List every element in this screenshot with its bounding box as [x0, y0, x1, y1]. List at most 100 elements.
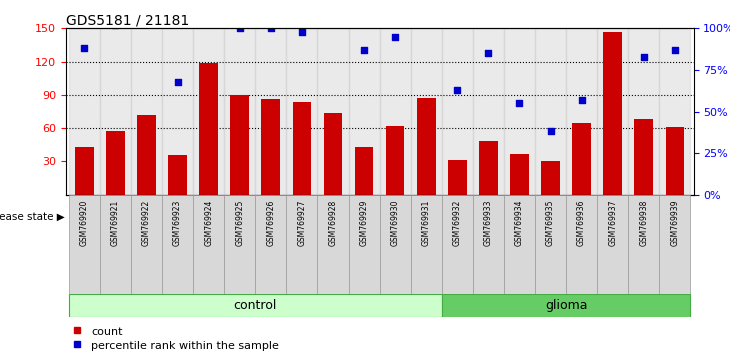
Bar [69, 28, 100, 195]
Bar [629, 28, 659, 195]
Bar [597, 195, 629, 294]
Bar [541, 161, 560, 195]
Bar [417, 98, 436, 195]
Text: GDS5181 / 21181: GDS5181 / 21181 [66, 13, 189, 27]
Bar [634, 119, 653, 195]
Point [514, 101, 526, 106]
Text: GSM769933: GSM769933 [484, 200, 493, 246]
Bar [137, 115, 155, 195]
Bar [69, 195, 100, 294]
Text: GSM769935: GSM769935 [546, 200, 555, 246]
Text: GSM769926: GSM769926 [266, 200, 275, 246]
Point [669, 47, 680, 53]
Point [389, 34, 401, 40]
Legend: count, percentile rank within the sample: count, percentile rank within the sample [72, 326, 279, 351]
Bar [504, 28, 535, 195]
Text: GSM769929: GSM769929 [360, 200, 369, 246]
Bar [572, 122, 591, 195]
Point [638, 54, 650, 59]
Point [545, 129, 556, 134]
Bar [75, 147, 93, 195]
Bar [348, 195, 380, 294]
Bar [566, 28, 597, 195]
Bar [411, 28, 442, 195]
Bar [566, 195, 597, 294]
Point [79, 45, 91, 51]
Text: GSM769924: GSM769924 [204, 200, 213, 246]
Text: GSM769937: GSM769937 [608, 200, 617, 246]
Point [296, 29, 308, 34]
Bar [448, 160, 466, 195]
Point [327, 12, 339, 18]
Bar [629, 195, 659, 294]
Point [420, 6, 432, 11]
Bar [255, 195, 286, 294]
Bar [286, 28, 318, 195]
Text: GSM769921: GSM769921 [111, 200, 120, 246]
Text: glioma: glioma [545, 299, 588, 312]
Point [358, 47, 370, 53]
Bar [261, 99, 280, 195]
Bar [666, 127, 684, 195]
Text: GSM769930: GSM769930 [391, 200, 399, 246]
Bar [380, 195, 411, 294]
Bar [318, 195, 348, 294]
Bar [168, 155, 187, 195]
Bar [355, 147, 373, 195]
Bar [442, 28, 473, 195]
Text: GSM769920: GSM769920 [80, 200, 89, 246]
Bar [193, 195, 224, 294]
Bar [286, 195, 318, 294]
Bar [162, 28, 193, 195]
Text: GSM769939: GSM769939 [670, 200, 680, 246]
Bar [535, 195, 566, 294]
Text: GSM769925: GSM769925 [235, 200, 245, 246]
Bar [386, 126, 404, 195]
Point [607, 0, 618, 1]
Text: control: control [234, 299, 277, 312]
Point [483, 51, 494, 56]
Point [576, 97, 588, 103]
Point [110, 22, 121, 28]
Point [172, 79, 183, 84]
Bar [231, 95, 249, 195]
Bar [473, 195, 504, 294]
Bar [162, 195, 193, 294]
Text: GSM769934: GSM769934 [515, 200, 524, 246]
Text: GSM769928: GSM769928 [328, 200, 337, 246]
Bar [411, 195, 442, 294]
Bar [224, 28, 255, 195]
Bar [442, 294, 691, 317]
Text: GSM769931: GSM769931 [422, 200, 431, 246]
Text: GSM769936: GSM769936 [577, 200, 586, 246]
Bar [69, 294, 442, 317]
Bar [479, 142, 498, 195]
Bar [348, 28, 380, 195]
Bar [442, 195, 473, 294]
Bar [106, 131, 125, 195]
Bar [100, 28, 131, 195]
Text: GSM769923: GSM769923 [173, 200, 182, 246]
Bar [473, 28, 504, 195]
Bar [199, 63, 218, 195]
Bar [659, 195, 691, 294]
Point [451, 87, 463, 93]
Bar [659, 28, 691, 195]
Point [141, 4, 153, 10]
Bar [318, 28, 348, 195]
Bar [504, 195, 535, 294]
Bar [380, 28, 411, 195]
Bar [604, 32, 622, 195]
Text: GSM769927: GSM769927 [297, 200, 307, 246]
Bar [255, 28, 286, 195]
Text: disease state ▶: disease state ▶ [0, 212, 64, 222]
Text: GSM769938: GSM769938 [639, 200, 648, 246]
Point [203, 6, 215, 11]
Bar [535, 28, 566, 195]
Bar [597, 28, 629, 195]
Bar [323, 113, 342, 195]
Bar [131, 195, 162, 294]
Bar [510, 154, 529, 195]
Bar [193, 28, 224, 195]
Bar [131, 28, 162, 195]
